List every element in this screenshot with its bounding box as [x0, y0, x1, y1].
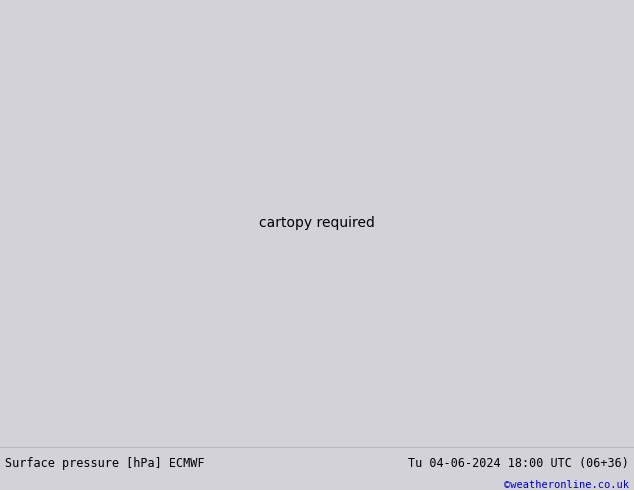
Text: Tu 04-06-2024 18:00 UTC (06+36): Tu 04-06-2024 18:00 UTC (06+36): [408, 457, 629, 470]
Text: ©weatheronline.co.uk: ©weatheronline.co.uk: [504, 480, 629, 490]
Text: cartopy required: cartopy required: [259, 217, 375, 230]
Text: Surface pressure [hPa] ECMWF: Surface pressure [hPa] ECMWF: [5, 457, 205, 470]
